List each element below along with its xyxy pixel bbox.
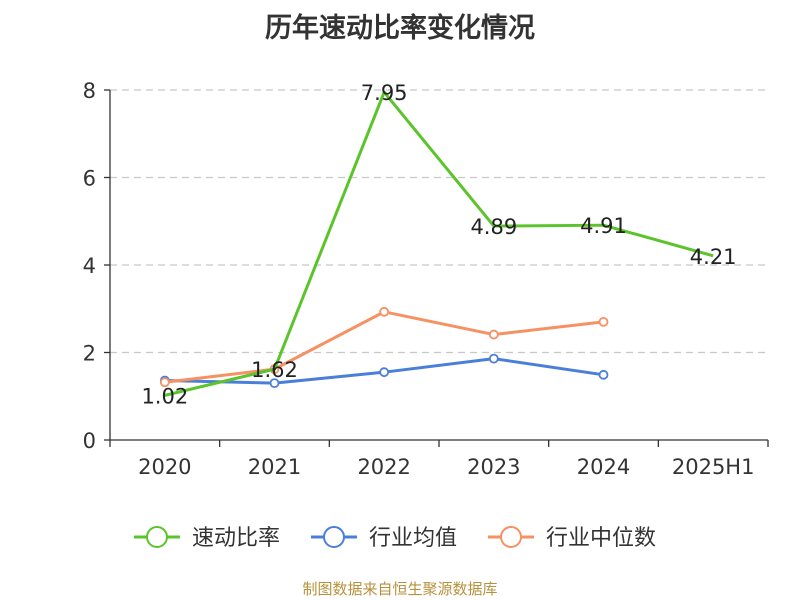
y-tick-label: 2 (83, 342, 96, 366)
data-point (379, 306, 390, 317)
data-labels: 1.02 1.62 7.95 4.89 4.91 4.21 (141, 81, 736, 408)
data-point (488, 329, 499, 340)
data-point (598, 316, 609, 327)
y-tick-label: 4 (83, 254, 96, 278)
data-label: 1.62 (251, 358, 298, 382)
chart-title: 历年速动比率变化情况 (265, 13, 535, 44)
data-label: 4.89 (470, 215, 517, 239)
data-label: 1.02 (141, 384, 188, 408)
axes: 0 2 4 6 8 2020 2021 2022 2023 2024 2025H1 (83, 79, 769, 479)
series-lines (159, 90, 714, 397)
series-line (164, 90, 714, 397)
x-tick-label: 2020 (138, 455, 191, 479)
x-tick-label: 2023 (467, 455, 520, 479)
legend-marker (500, 526, 522, 548)
data-point (159, 377, 170, 388)
x-tick-label: 2025H1 (672, 455, 755, 479)
x-tick-label: 2021 (248, 455, 301, 479)
y-tick-label: 8 (83, 79, 96, 103)
data-label: 4.21 (690, 245, 737, 269)
legend-label: 行业均值 (369, 526, 457, 551)
data-point (598, 369, 609, 380)
data-label: 4.91 (580, 214, 627, 238)
source-note: 制图数据来自恒生聚源数据库 (302, 580, 498, 598)
y-tick-label: 6 (83, 167, 96, 191)
data-point (379, 367, 390, 378)
data-point (269, 378, 280, 389)
y-tick-label: 0 (83, 429, 96, 453)
legend-marker (146, 526, 168, 548)
legend-label: 行业中位数 (546, 526, 656, 551)
grid-lines (110, 89, 768, 354)
legend: 速动比率 行业均值 行业中位数 (134, 526, 656, 551)
legend-label: 速动比率 (192, 526, 280, 551)
legend-marker (323, 526, 345, 548)
x-tick-label: 2022 (357, 455, 410, 479)
data-label: 7.95 (361, 81, 408, 105)
x-tick-label: 2024 (577, 455, 630, 479)
data-point (488, 353, 499, 364)
